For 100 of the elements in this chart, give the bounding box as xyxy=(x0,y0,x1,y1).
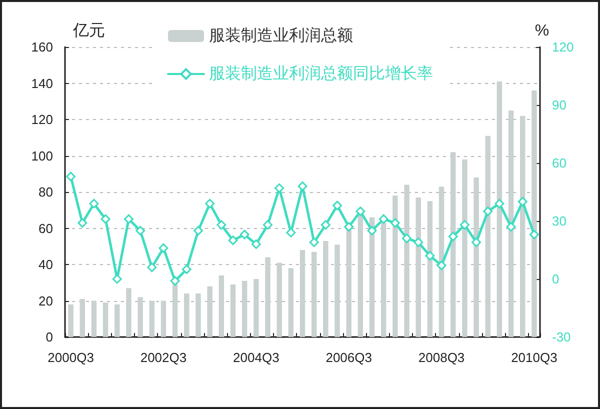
bar xyxy=(207,286,212,337)
point xyxy=(216,220,226,230)
point xyxy=(448,232,458,242)
y-tick-label: 60 xyxy=(38,220,53,236)
point xyxy=(170,276,180,286)
bar xyxy=(438,186,444,337)
point xyxy=(228,236,238,246)
bar xyxy=(91,300,97,337)
bar xyxy=(242,280,248,337)
point xyxy=(78,218,88,228)
bar xyxy=(532,90,537,337)
bar xyxy=(184,294,190,337)
point xyxy=(240,230,250,240)
y-tick-label: 140 xyxy=(31,76,53,91)
point xyxy=(112,274,122,284)
point xyxy=(124,214,134,224)
point xyxy=(298,181,308,191)
bar xyxy=(68,304,74,337)
bar xyxy=(138,297,143,337)
x-tick-label: 2004Q3 xyxy=(233,350,280,365)
x-tick-label: 2006Q3 xyxy=(326,350,372,365)
bar xyxy=(300,250,306,337)
legend-label: 服装制造业利润总额同比增长率 xyxy=(209,64,433,82)
point xyxy=(182,264,192,274)
bar xyxy=(230,284,236,337)
bar xyxy=(392,196,398,337)
point xyxy=(414,238,424,248)
bar xyxy=(416,197,421,337)
point xyxy=(378,214,388,224)
point xyxy=(356,206,366,216)
point xyxy=(100,214,110,224)
y-axis-title: 亿元 xyxy=(72,22,105,40)
bar xyxy=(254,279,259,337)
point xyxy=(367,226,377,236)
bar xyxy=(311,252,317,337)
point xyxy=(460,220,470,230)
y-tick-label: 160 xyxy=(31,40,53,54)
y-tick-label: 100 xyxy=(31,148,53,164)
legend-label: 服装制造业利润总额 xyxy=(209,26,353,44)
point xyxy=(425,251,435,261)
x-tick-label: 2000Q3 xyxy=(48,350,94,365)
bar xyxy=(380,222,386,337)
y2-axis-title: % xyxy=(534,22,550,40)
point xyxy=(193,226,203,236)
y-tick-label: 120 xyxy=(31,112,53,127)
y-tick-label: 80 xyxy=(38,184,53,200)
bar xyxy=(334,244,340,337)
y2-tick-label: 60 xyxy=(552,156,566,170)
bar xyxy=(196,294,201,337)
bar xyxy=(508,110,514,337)
point xyxy=(262,220,272,230)
bar xyxy=(102,302,108,337)
bar xyxy=(276,262,282,337)
bar xyxy=(218,275,224,337)
point xyxy=(472,238,482,248)
point xyxy=(320,220,330,230)
y2-tick-label: 30 xyxy=(552,214,566,228)
point xyxy=(344,222,354,232)
point xyxy=(251,239,261,249)
bar xyxy=(404,184,410,337)
bar xyxy=(485,136,490,337)
bar xyxy=(80,298,85,337)
point xyxy=(529,230,539,240)
bar xyxy=(172,282,178,337)
point xyxy=(309,238,319,248)
point xyxy=(136,226,146,236)
bar xyxy=(450,152,456,337)
x-tick-label: 2010Q3 xyxy=(511,350,558,365)
point xyxy=(494,198,504,208)
y-tick-label: 0 xyxy=(46,330,53,344)
point xyxy=(483,206,493,216)
point xyxy=(205,198,215,208)
point xyxy=(158,243,168,253)
y2-tick-label: -30 xyxy=(552,330,571,344)
point xyxy=(89,198,99,208)
bar xyxy=(358,216,364,337)
bar xyxy=(427,201,433,337)
bar xyxy=(114,304,120,337)
point xyxy=(402,234,412,244)
point xyxy=(274,183,284,193)
bar xyxy=(496,81,502,337)
point xyxy=(436,260,446,270)
bar xyxy=(462,159,468,337)
y2-tick-label: 120 xyxy=(552,40,574,54)
y-tick-label: 40 xyxy=(38,257,53,272)
point xyxy=(506,222,516,232)
bar xyxy=(474,178,479,337)
y2-tick-label: 90 xyxy=(552,98,566,112)
bar xyxy=(520,116,526,337)
bar xyxy=(346,228,352,337)
point xyxy=(147,262,157,272)
y-tick-label: 20 xyxy=(38,293,53,308)
point xyxy=(518,196,528,206)
point xyxy=(390,218,400,228)
point xyxy=(332,200,342,210)
bar xyxy=(265,257,270,337)
bar xyxy=(149,300,154,337)
bar xyxy=(323,240,328,337)
bar xyxy=(126,288,132,337)
x-tick-label: 2002Q3 xyxy=(140,350,187,365)
